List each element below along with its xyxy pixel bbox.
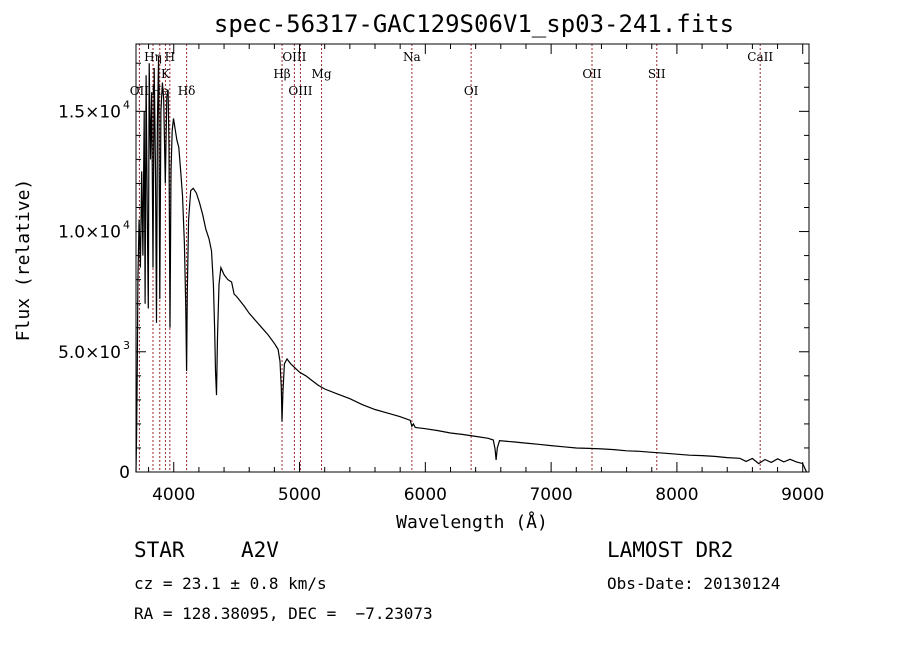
chart-title: spec-56317-GAC129S06V1_sp03-241.fits (214, 10, 734, 38)
spectral-line-label: OIII (288, 84, 312, 98)
spectral-line-label: OI (464, 84, 479, 98)
redshift-readout: cz = 23.1 ± 0.8 km/s (134, 574, 327, 593)
x-tick-label: 5000 (278, 485, 321, 505)
spectral-line-label: Hη (144, 50, 162, 64)
spectral-line-label: Hδ (178, 84, 196, 98)
x-tick-label: 4000 (152, 485, 195, 505)
y-axis-label: Flux (relative) (13, 179, 34, 342)
y-tick-exponent: 4 (123, 219, 130, 232)
x-tick-label: 9000 (781, 485, 824, 505)
spectral-line-label: H (165, 50, 175, 64)
object-subclass: A2V (241, 538, 279, 562)
x-axis-label: Wavelength (Å) (396, 511, 548, 533)
spectral-line-label: CaII (747, 50, 773, 64)
x-tick-label: 6000 (404, 485, 447, 505)
spectral-line-label: Na (403, 50, 421, 64)
y-tick-exponent: 3 (123, 339, 130, 352)
spectral-line-label: SII (648, 67, 666, 81)
spectral-line-label: Mg (312, 67, 332, 81)
observation-date: Obs-Date: 20130124 (607, 574, 781, 593)
y-tick-label: 0 (119, 463, 130, 483)
y-tick-exponent: 4 (123, 98, 130, 111)
spectral-line-label: K (161, 67, 171, 81)
axis-ticks (136, 44, 809, 473)
spectrum-line (135, 55, 808, 473)
y-tick-label: 5.0×10 (58, 343, 121, 363)
spectrum-chart: spec-56317-GAC129S06V1_sp03-241.fits OII… (13, 10, 824, 533)
spectral-line-label: He (151, 84, 169, 98)
spectral-line-label: Hβ (273, 67, 290, 81)
spectral-line-label: OII (130, 84, 150, 98)
coordinates-readout: RA = 128.38095, DEC = −7.23073 (134, 604, 433, 623)
x-tick-label: 7000 (529, 485, 572, 505)
object-class: STAR (134, 538, 185, 562)
spectral-line-label: OIII (282, 50, 306, 64)
survey-name: LAMOST DR2 (607, 538, 734, 562)
x-tick-label: 8000 (655, 485, 698, 505)
y-tick-label: 1.5×10 (58, 102, 121, 122)
y-tick-label: 1.0×10 (58, 223, 121, 243)
spectral-line-label: OII (582, 67, 602, 81)
plot-frame (135, 43, 810, 473)
